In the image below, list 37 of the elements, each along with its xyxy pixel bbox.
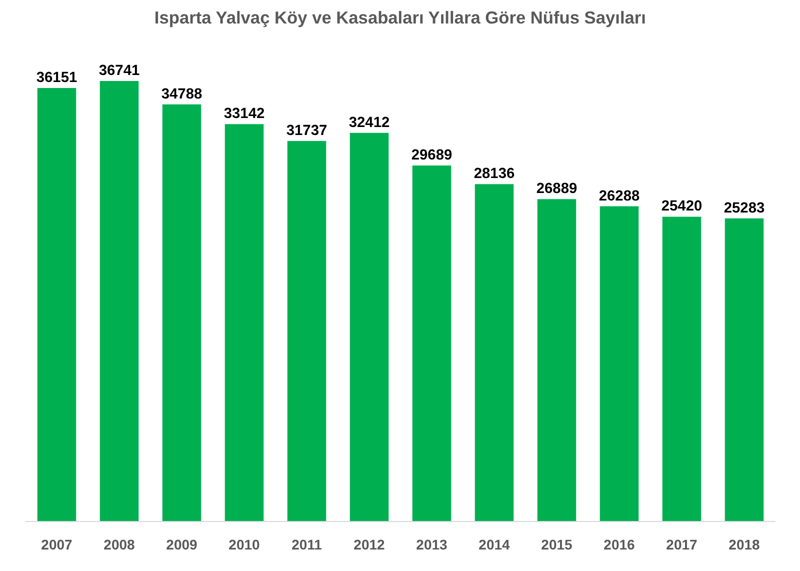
x-tick-label: 2015 xyxy=(541,536,573,552)
x-tick-label: 2010 xyxy=(228,536,260,552)
x-tick-label: 2011 xyxy=(292,536,322,552)
data-label: 34788 xyxy=(161,86,202,102)
x-tick-label: 2007 xyxy=(41,536,73,552)
bar xyxy=(350,132,389,522)
x-tick-label: 2013 xyxy=(416,536,448,552)
bar xyxy=(600,206,639,522)
data-label: 26288 xyxy=(598,188,640,204)
data-label: 25420 xyxy=(661,198,702,215)
bar xyxy=(224,124,264,522)
data-label: 36741 xyxy=(98,62,140,79)
data-label: 29689 xyxy=(411,148,452,164)
data-label: 32412 xyxy=(348,114,390,131)
bar xyxy=(537,199,576,522)
x-tick-label: 2018 xyxy=(728,536,760,552)
bar xyxy=(474,184,514,522)
bar xyxy=(100,80,139,522)
chart-title: Isparta Yalvaç Köy ve Kasabaları Yıllara Göre Nüfus Sayıları xyxy=(154,8,646,28)
x-tick-label: 2012 xyxy=(354,536,386,552)
bar xyxy=(162,104,202,522)
data-label: 28136 xyxy=(474,166,515,182)
bar xyxy=(412,166,452,522)
data-label: 36151 xyxy=(36,70,78,86)
x-tick-label: 2014 xyxy=(478,536,510,552)
bar xyxy=(724,218,764,522)
bar xyxy=(662,216,702,522)
x-tick-label: 2016 xyxy=(604,536,636,552)
bar xyxy=(287,140,326,522)
x-tick-label: 2008 xyxy=(104,536,136,552)
data-label: 33142 xyxy=(224,106,265,122)
data-label: 25283 xyxy=(724,200,765,216)
x-tick-label: 2009 xyxy=(166,536,198,552)
data-label: 31737 xyxy=(286,122,328,139)
data-label: 26889 xyxy=(536,181,578,198)
bar xyxy=(37,88,76,522)
x-tick-label: 2017 xyxy=(666,536,698,552)
